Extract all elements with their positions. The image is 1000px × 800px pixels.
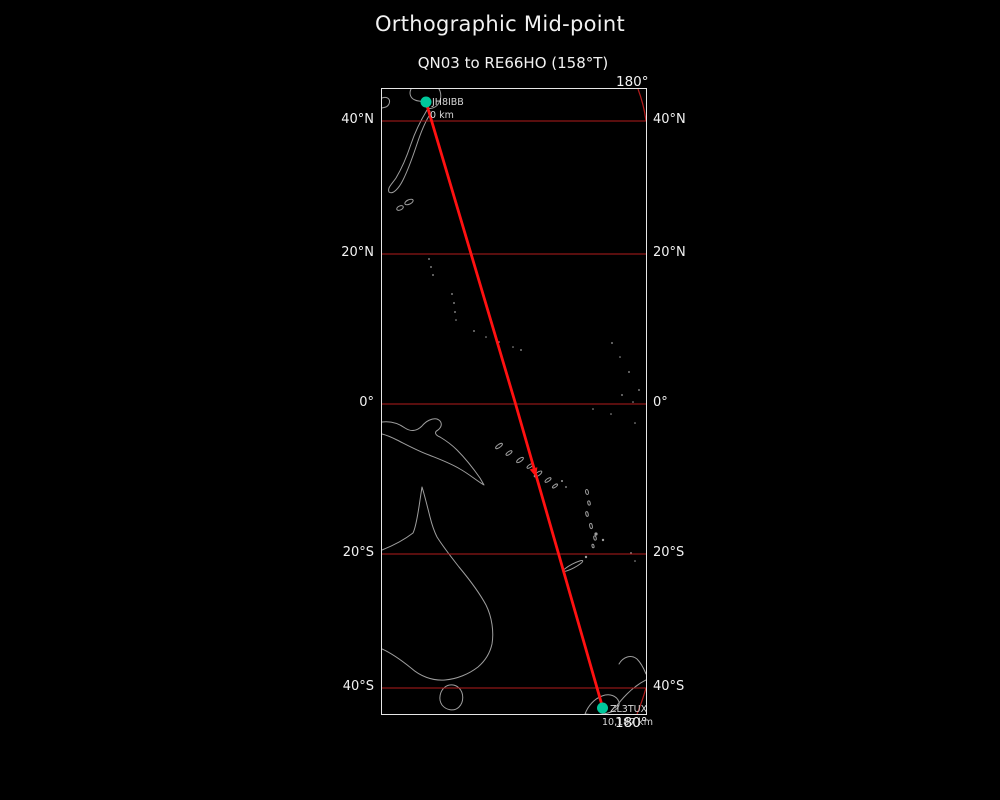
lat-tick-right-40n: 40°N xyxy=(653,112,686,127)
lat-tick-right-0: 0° xyxy=(653,395,668,410)
lat-tick-left-40s: 40°S xyxy=(342,679,374,694)
meridian-label-top: 180° xyxy=(616,74,649,90)
target-station-callsign: ZL3TUX xyxy=(610,704,648,715)
origin-station-distance: 0 km xyxy=(430,110,454,121)
map-svg xyxy=(382,89,646,714)
target-station-marker xyxy=(597,702,608,714)
lat-tick-left-20s: 20°S xyxy=(342,545,374,560)
lat-tick-left-20n: 20°N xyxy=(341,245,374,260)
meridian-label-bottom: 180° xyxy=(615,715,648,731)
lat-tick-right-20s: 20°S xyxy=(653,545,685,560)
island-specks xyxy=(428,258,640,562)
map-frame xyxy=(381,88,647,715)
lat-tick-left-40n: 40°N xyxy=(341,112,374,127)
axes-subtitle: QN03 to RE66HO (158°T) xyxy=(417,54,609,72)
coastlines xyxy=(382,89,646,714)
figure-title: Orthographic Mid-point xyxy=(374,12,626,36)
origin-station-callsign: JH8IBB xyxy=(432,97,464,108)
lat-tick-right-40s: 40°S xyxy=(653,679,685,694)
path-direction-arrow-icon xyxy=(529,467,538,477)
origin-station-marker xyxy=(420,96,432,108)
meridian-180-top xyxy=(637,89,646,122)
target-station-distance: 10,187 km xyxy=(602,717,654,728)
lat-tick-right-20n: 20°N xyxy=(653,245,686,260)
latitude-gridlines xyxy=(382,120,646,689)
lat-tick-left-0: 0° xyxy=(359,395,374,410)
great-circle-path xyxy=(424,100,604,709)
meridian-180-bottom xyxy=(636,687,646,714)
